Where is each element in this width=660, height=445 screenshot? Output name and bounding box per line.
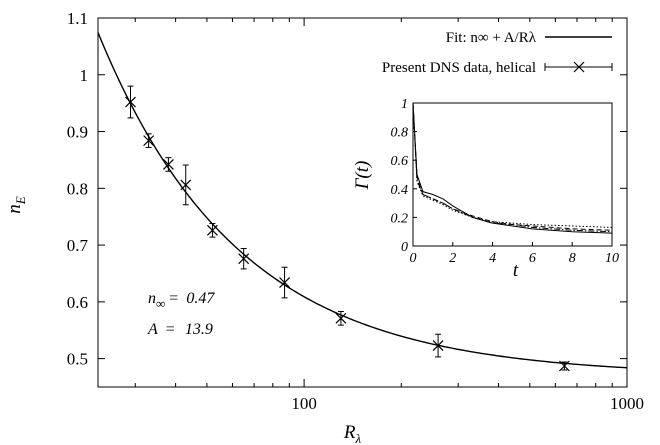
x-axis-label: Rλ xyxy=(343,422,362,445)
point-marker xyxy=(180,179,192,191)
y-tick-label: 1 xyxy=(80,66,89,85)
data-point xyxy=(335,310,347,326)
inset-y-tick-label: 0.4 xyxy=(391,183,409,198)
inset-plot: 0 2 4 6 8 10 0 0.2 0.4 0.6 0.8 1 t Γ(t) xyxy=(352,97,619,281)
y-tick-label: 0.6 xyxy=(67,293,88,312)
inset-x-tick-label: 2 xyxy=(449,251,456,266)
point-marker xyxy=(558,360,570,372)
data-point xyxy=(279,266,290,299)
inset-frame xyxy=(412,102,613,247)
y-tick-label: 0.8 xyxy=(67,179,88,198)
legend: Fit: n∞ + A/Rλ Present DNS data, helical xyxy=(382,30,613,76)
inset-series-line xyxy=(412,102,613,228)
plot-frame xyxy=(97,17,628,388)
y-tick-label: 1.1 xyxy=(67,9,88,28)
inset-x-tick-label: 0 xyxy=(410,251,417,266)
point-marker xyxy=(238,253,250,265)
legend-label-data: Present DNS data, helical xyxy=(382,60,536,76)
data-point xyxy=(206,223,218,238)
point-marker xyxy=(162,159,174,170)
data-point xyxy=(238,247,250,270)
point-marker xyxy=(125,96,136,108)
inset-y-tick-label: 0.8 xyxy=(391,126,409,141)
point-marker xyxy=(432,340,444,351)
inset-y-tick-label: 0.6 xyxy=(391,154,409,169)
point-marker xyxy=(206,224,218,236)
point-marker xyxy=(335,312,347,324)
data-point xyxy=(558,360,570,372)
x-tick-label: 100 xyxy=(291,394,317,413)
data-point xyxy=(432,333,444,358)
inset-y-tick-label: 0 xyxy=(401,240,408,255)
inset-x-tick-label: 10 xyxy=(605,251,619,266)
y-tick-label: 0.7 xyxy=(67,236,89,255)
inset-y-tick-label: 0.2 xyxy=(391,211,409,226)
data-point xyxy=(162,157,174,172)
annotation-a: A = 13.9 xyxy=(147,321,213,338)
inset-x-tick-label: 8 xyxy=(569,251,576,266)
y-tick-label: 0.5 xyxy=(67,350,88,369)
y-tick-label: 0.9 xyxy=(67,123,88,142)
inset-series-line xyxy=(412,102,613,233)
inset-x-tick-label: 4 xyxy=(489,251,496,266)
y-axis-label: nE xyxy=(4,196,28,214)
inset-y-tick-label: 1 xyxy=(401,97,408,112)
legend-label-fit: Fit: n∞ + A/Rλ xyxy=(446,30,537,46)
x-tick-label: 1000 xyxy=(610,394,644,413)
fit-parameter-annotations: n∞ = 0.47 A = 13.9 xyxy=(147,290,215,338)
inset-series-line xyxy=(412,102,613,234)
annotation-n-inf: n∞ = 0.47 xyxy=(148,290,215,311)
inset-x-tick-label: 6 xyxy=(529,251,536,266)
data-point xyxy=(143,133,155,148)
point-marker xyxy=(279,277,290,288)
inset-x-axis-label: t xyxy=(513,260,519,281)
data-point xyxy=(180,164,192,206)
legend-swatch-marker xyxy=(573,61,585,73)
inset-y-axis-label: Γ(t) xyxy=(352,161,373,191)
point-marker xyxy=(143,135,155,147)
data-point xyxy=(125,85,136,119)
